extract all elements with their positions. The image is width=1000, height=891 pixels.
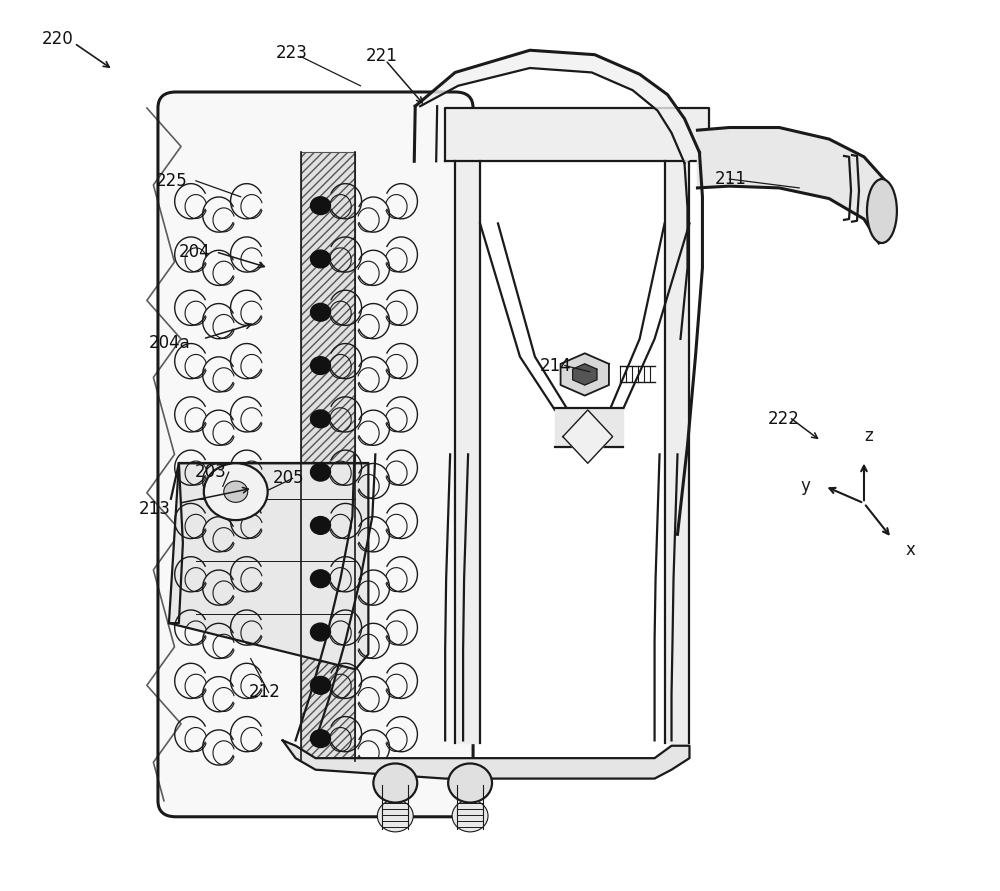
Circle shape — [224, 481, 248, 503]
Text: 221: 221 — [365, 47, 397, 65]
Circle shape — [452, 800, 488, 832]
Text: 204a: 204a — [149, 334, 191, 352]
Bar — [301, 152, 355, 761]
Polygon shape — [283, 740, 689, 779]
Circle shape — [311, 676, 330, 694]
Text: 212: 212 — [249, 683, 281, 701]
Text: 223: 223 — [276, 44, 308, 61]
Circle shape — [311, 410, 330, 428]
Polygon shape — [697, 127, 884, 243]
Circle shape — [311, 730, 330, 748]
Text: x: x — [906, 541, 916, 559]
Ellipse shape — [867, 179, 897, 243]
Circle shape — [448, 764, 492, 803]
Circle shape — [377, 800, 413, 832]
Text: 222: 222 — [767, 410, 799, 428]
Text: 214: 214 — [540, 356, 572, 374]
Text: 213: 213 — [139, 501, 171, 519]
Polygon shape — [415, 50, 699, 163]
Polygon shape — [445, 108, 709, 161]
Circle shape — [311, 303, 330, 321]
Polygon shape — [169, 463, 368, 669]
FancyBboxPatch shape — [158, 92, 473, 817]
Text: 204: 204 — [179, 243, 211, 261]
Circle shape — [204, 463, 268, 520]
Text: y: y — [800, 478, 810, 495]
Text: 211: 211 — [714, 170, 746, 188]
Polygon shape — [561, 354, 609, 396]
Polygon shape — [563, 410, 613, 463]
Text: 225: 225 — [156, 172, 188, 190]
Circle shape — [311, 356, 330, 374]
Circle shape — [373, 764, 417, 803]
Text: 220: 220 — [41, 29, 73, 48]
Polygon shape — [555, 408, 623, 447]
Polygon shape — [573, 364, 597, 385]
Circle shape — [311, 250, 330, 268]
Circle shape — [311, 463, 330, 481]
Polygon shape — [665, 161, 689, 743]
Circle shape — [311, 570, 330, 588]
Circle shape — [311, 623, 330, 641]
Circle shape — [311, 517, 330, 535]
Text: 205: 205 — [273, 470, 304, 487]
Text: z: z — [865, 427, 873, 445]
Circle shape — [311, 197, 330, 215]
Polygon shape — [455, 161, 480, 743]
Text: 203: 203 — [195, 463, 227, 481]
